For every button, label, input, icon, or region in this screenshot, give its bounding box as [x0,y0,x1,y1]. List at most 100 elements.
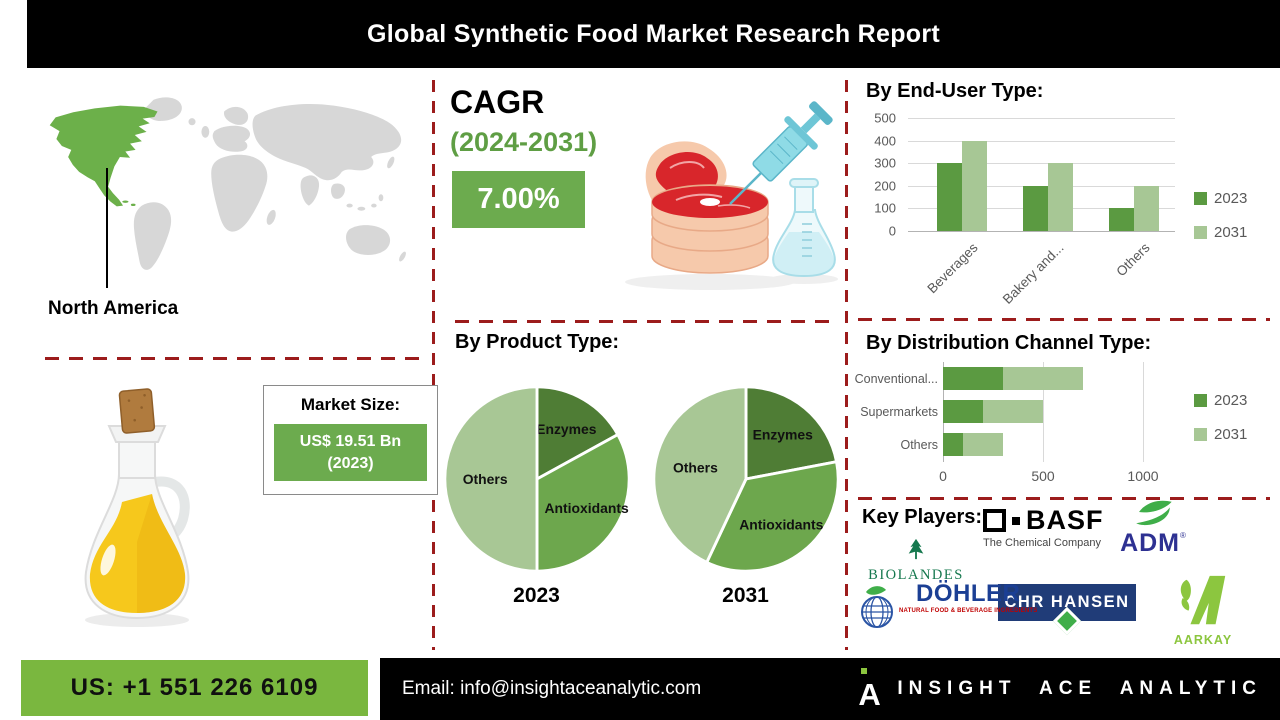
adm-registered-mark: ® [1180,531,1186,540]
bar-2023 [1023,185,1048,231]
legend-label: 2031 [1214,224,1248,241]
divider-right-column-1 [858,318,1270,321]
section-title-end-user: By End-User Type: [866,80,1044,102]
logo-basf: BASF The Chemical Company [983,505,1104,549]
y-tick-label: 100 [874,200,896,216]
end-user-legend: 2023 2031 [1194,190,1247,258]
cagr-value-badge: 7.00% [452,171,585,228]
legend-swatch [1194,226,1207,239]
bar-2023 [943,433,963,456]
basf-tagline: The Chemical Company [983,537,1101,549]
pie-slice-label: Others [672,459,717,475]
end-user-yaxis: 0 100 200 300 400 500 [862,111,902,239]
brand-name: INSIGHT ACE ANALYTIC [897,678,1262,699]
category-label: Conventional... [854,371,938,386]
market-size-value: US$ 19.51 Bn (2023) [274,424,427,482]
legend-swatch [1194,428,1207,441]
legend-swatch [1194,394,1207,407]
pie-slice-antioxidants [535,432,631,573]
logo-chr-hansen: CHR HANSEN [998,584,1136,636]
region-label: North America [48,298,179,319]
bar-2023 [943,367,1003,390]
distribution-row: Supermarkets [850,395,1185,428]
distribution-row: Others [850,428,1185,461]
end-user-xlabels: Beverages Bakery and... Others [908,238,1175,313]
market-size-amount: US$ 19.51 Bn [299,433,402,450]
aarkay-name: AARKAY [1173,633,1233,647]
gridline [908,163,1175,165]
footer-email-label: Email: [402,678,455,699]
x-tick-label: 500 [1031,468,1055,484]
oil-bottle-illustration [84,388,190,627]
bar-2023 [937,163,962,231]
divider-middle-column [455,320,833,323]
world-map [49,97,406,270]
pie-caption: 2023 [513,584,560,607]
bar-track [943,433,1003,456]
end-user-plot [908,118,1175,232]
insight-ace-logo-icon: A [858,668,884,710]
legend-label: 2023 [1214,392,1248,409]
bar-2031 [962,140,987,231]
legend-item: 2023 [1194,190,1247,207]
legend-item: 2031 [1194,426,1247,443]
basf-name: BASF [1026,505,1104,535]
footer-phone: US: +1 551 226 6109 [21,660,368,716]
syringe-icon [729,101,833,205]
x-category-label: Others [1113,240,1153,280]
market-size-card: Market Size: US$ 19.51 Bn (2023) [263,385,438,496]
dohler-tagline: NATURAL FOOD & BEVERAGE INGREDIENTS [899,608,1038,614]
pie-slice-label: Antioxidants [739,516,823,532]
chr-hansen-name: CHR HANSEN [1004,593,1130,611]
header: Global Synthetic Food Market Research Re… [27,0,1280,68]
logo-adm: ADM® [1112,498,1194,556]
x-tick-label: 1000 [1127,468,1159,484]
bar-2031 [1134,185,1159,231]
section-title-product-type: By Product Type: [455,331,620,353]
divider-vertical-right [845,80,848,650]
y-tick-label: 0 [888,223,896,239]
x-category-label: Bakery and... [999,240,1067,307]
adm-leaf-icon [1136,500,1172,526]
pie-chart: Enzymes Antioxidants Others [651,385,840,573]
market-size-year: (2023) [327,454,374,472]
flask-icon [770,178,838,284]
y-tick-label: 300 [874,155,896,171]
legend-item: 2023 [1194,392,1247,409]
logo-aarkay: AARKAY [1168,572,1238,647]
category-label: Supermarkets [860,404,938,419]
bar-2031 [1003,367,1083,390]
divider-left-column [45,357,420,360]
bar-2023 [943,400,983,423]
pie-chart: Enzymes Antioxidants Others [442,385,631,573]
footer-brand: A INSIGHT ACE ANALYTIC [858,668,1262,710]
legend-item: 2031 [1194,224,1247,241]
biolandes-name: BIOLANDES [868,567,964,583]
pie-caption: 2031 [722,584,769,607]
logo-biolandes: BIOLANDES [860,538,972,584]
pie-slice-label: Enzymes [536,421,597,437]
distribution-row: Conventional... [850,362,1185,395]
bar-2023 [1109,208,1134,231]
dohler-name: DÖHLER [916,580,1021,607]
biolandes-tree-icon [908,538,924,560]
x-category-label: Beverages [924,240,981,297]
synthetic-meat-illustration [625,101,838,290]
category-label: Others [900,437,938,452]
brand-green-dot [861,668,868,674]
pie-slice-others [442,385,538,573]
pie-2031: Enzymes Antioxidants Others 2031 [647,383,844,608]
footer-email-value: info@insightaceanalytic.com [460,678,702,699]
bar-track [943,367,1083,390]
pie-2023: Enzymes Antioxidants Others 2023 [438,383,635,608]
north-america-region [49,105,158,207]
product-type-pies: Enzymes Antioxidants Others 2023 Enzymes Anti… [438,383,844,608]
pie-slice-label: Others [462,471,507,487]
pie-slice-enzymes [535,385,620,482]
gridline [908,140,1175,142]
section-title-key-players: Key Players: [862,506,983,528]
divider-vertical-left [432,80,435,650]
gridline [908,118,1175,119]
cagr-period: (2024-2031) [450,127,598,157]
footer-bar: Email: info@insightaceanalytic.com A INS… [380,658,1280,720]
